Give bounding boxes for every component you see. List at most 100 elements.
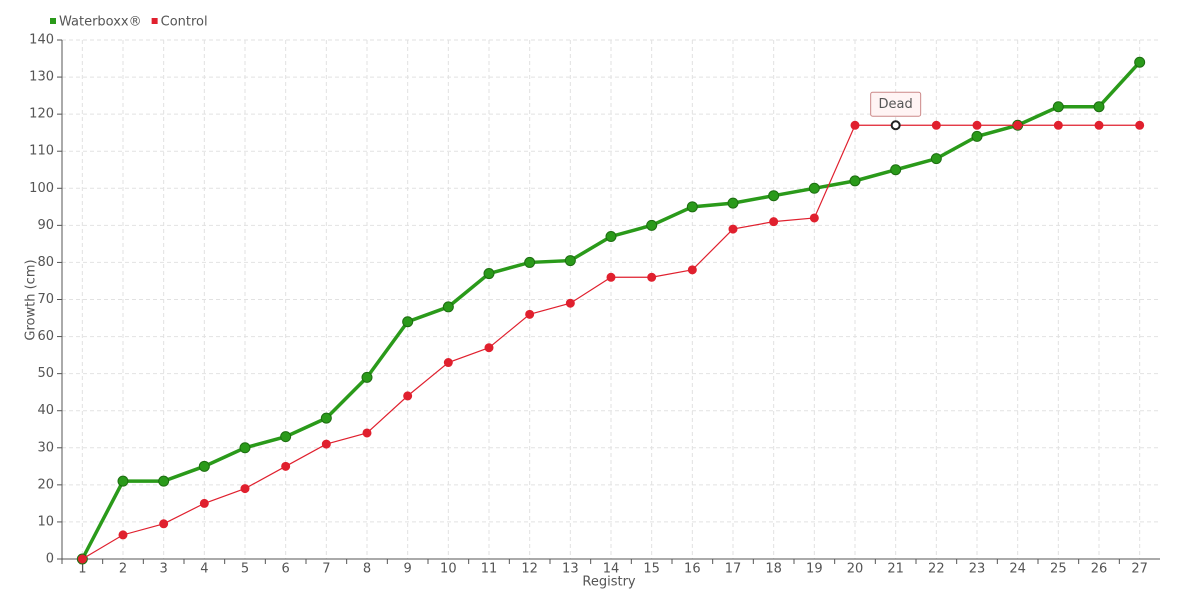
data-point (646, 219, 658, 231)
x-tick-label: 21 (887, 562, 904, 577)
data-point (768, 190, 780, 202)
data-point (320, 412, 332, 424)
data-point (1094, 120, 1104, 130)
data-point (159, 519, 169, 529)
x-tick-label: 11 (481, 562, 498, 577)
legend-swatch (50, 18, 56, 24)
data-point (321, 439, 331, 449)
y-tick-label: 110 (29, 144, 54, 159)
data-point (403, 391, 413, 401)
data-point (647, 272, 657, 282)
data-point (442, 301, 454, 313)
data-point (199, 498, 209, 508)
x-tick-label: 25 (1050, 562, 1067, 577)
data-point (850, 120, 860, 130)
x-tick-label: 14 (603, 562, 620, 577)
data-point (809, 213, 819, 223)
x-tick-label: 3 (160, 562, 168, 577)
data-point (687, 265, 697, 275)
data-point (686, 201, 698, 213)
data-point (769, 217, 779, 227)
data-point (240, 484, 250, 494)
y-tick-label: 140 (29, 33, 54, 48)
x-axis-label: Registry (582, 575, 636, 590)
x-tick-label: 26 (1091, 562, 1108, 577)
data-point (280, 431, 292, 443)
x-tick-label: 18 (765, 562, 782, 577)
data-point (483, 268, 495, 280)
data-point (443, 358, 453, 368)
y-tick-label: 80 (37, 255, 54, 270)
x-tick-label: 4 (200, 562, 208, 577)
data-point (564, 255, 576, 267)
data-point (890, 120, 901, 131)
data-point (727, 197, 739, 209)
data-point (361, 371, 373, 383)
y-tick-label: 120 (29, 107, 54, 122)
y-tick-label: 30 (37, 440, 54, 455)
data-point (362, 428, 372, 438)
x-tick-label: 15 (643, 562, 660, 577)
data-point (1052, 101, 1064, 113)
x-tick-label: 6 (282, 562, 290, 577)
data-point (931, 120, 941, 130)
x-tick-label: 9 (404, 562, 412, 577)
y-tick-label: 70 (37, 292, 54, 307)
data-point (118, 530, 128, 540)
x-tick-label: 16 (684, 562, 701, 577)
data-point (1053, 120, 1063, 130)
data-point (1134, 56, 1146, 68)
legend-swatch (151, 18, 158, 24)
data-point (1093, 101, 1105, 113)
data-point (890, 164, 902, 176)
data-point (605, 230, 617, 242)
data-point (728, 224, 738, 234)
data-point (524, 256, 536, 268)
y-tick-label: 20 (37, 477, 54, 492)
y-tick-label: 50 (37, 366, 54, 381)
y-tick-label: 40 (37, 403, 54, 418)
annotation-box (870, 91, 922, 117)
x-tick-label: 1 (78, 562, 86, 577)
annotation: Dead (879, 97, 913, 112)
x-tick-label: 10 (440, 562, 457, 577)
data-point (402, 316, 414, 328)
x-tick-label: 2 (119, 562, 127, 577)
data-point (77, 554, 87, 564)
data-point (281, 461, 291, 471)
y-axis-label: Growth (cm) (24, 259, 39, 340)
legend-label: Waterboxx® (59, 15, 142, 30)
y-tick-label: 10 (37, 514, 54, 529)
legend-label: Control (161, 15, 208, 30)
x-tick-label: 23 (969, 562, 986, 577)
data-point (849, 175, 861, 187)
y-tick-label: 0 (46, 552, 54, 567)
x-tick-label: 12 (521, 562, 538, 577)
x-tick-label: 19 (806, 562, 823, 577)
y-tick-label: 60 (37, 329, 54, 344)
data-point (930, 153, 942, 165)
data-point (158, 475, 170, 487)
x-tick-label: 17 (725, 562, 742, 577)
data-point (484, 343, 494, 353)
data-point (808, 182, 820, 194)
x-tick-label: 20 (847, 562, 864, 577)
data-point (1013, 120, 1023, 130)
y-tick-label: 90 (37, 218, 54, 233)
data-point (117, 475, 129, 487)
data-point (525, 309, 535, 319)
data-point (606, 272, 616, 282)
x-tick-label: 8 (363, 562, 371, 577)
x-tick-label: 13 (562, 562, 579, 577)
data-point (1135, 120, 1145, 130)
data-point (972, 120, 982, 130)
data-point (239, 442, 251, 454)
x-tick-label: 5 (241, 562, 249, 577)
data-point (198, 460, 210, 472)
y-tick-label: 100 (29, 181, 54, 196)
x-tick-label: 22 (928, 562, 945, 577)
x-tick-label: 27 (1131, 562, 1148, 577)
data-point (971, 130, 983, 142)
x-tick-label: 7 (322, 562, 330, 577)
